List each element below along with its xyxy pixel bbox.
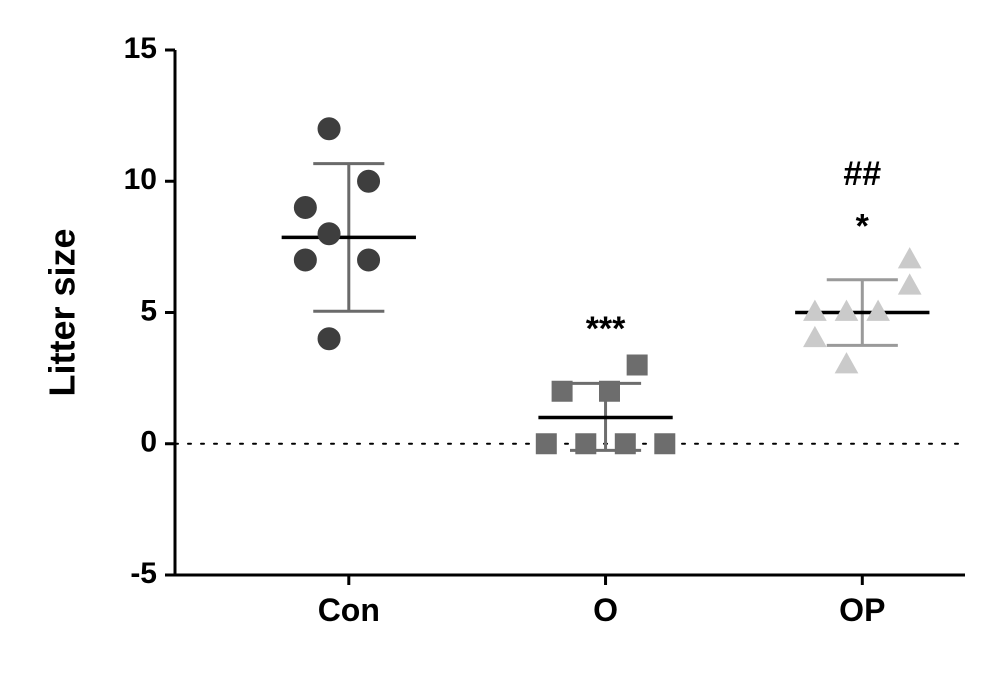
data-point-circle bbox=[318, 328, 340, 350]
data-point-circle bbox=[294, 197, 316, 219]
y-axis-label: Litter size bbox=[42, 228, 83, 396]
data-point-square bbox=[615, 434, 635, 454]
data-point-circle bbox=[358, 170, 380, 192]
litter-size-chart: -5 0 5 10 15 Litter size Con O *** OP * ## bbox=[20, 20, 980, 643]
data-point-circle bbox=[294, 249, 316, 271]
data-point-circle bbox=[318, 223, 340, 245]
significance-annotation: * bbox=[856, 207, 870, 245]
data-point-circle bbox=[358, 249, 380, 271]
data-point-square bbox=[655, 434, 675, 454]
data-point-circle bbox=[318, 118, 340, 140]
y-tick-label: 10 bbox=[124, 163, 157, 196]
y-tick-label: 5 bbox=[140, 294, 157, 327]
significance-annotation: *** bbox=[586, 310, 626, 348]
chart-svg: -5 0 5 10 15 Litter size Con O *** OP * ## bbox=[20, 20, 1000, 683]
x-category-label: O bbox=[593, 592, 618, 628]
significance-annotation: ## bbox=[843, 155, 881, 193]
data-point-square bbox=[627, 355, 647, 375]
data-point-square bbox=[576, 434, 596, 454]
x-category-label: Con bbox=[318, 592, 380, 628]
y-tick-label: -5 bbox=[130, 557, 157, 590]
x-category-label: OP bbox=[839, 592, 885, 628]
y-tick-label: 15 bbox=[124, 32, 157, 65]
data-point-square bbox=[536, 434, 556, 454]
data-point-square bbox=[552, 381, 572, 401]
y-tick-label: 0 bbox=[140, 426, 157, 459]
data-point-square bbox=[600, 381, 620, 401]
